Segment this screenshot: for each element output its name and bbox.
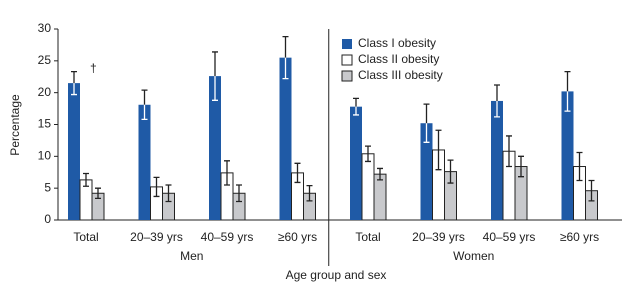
error-bar <box>294 162 301 184</box>
legend-swatch <box>341 54 353 66</box>
error-bar <box>423 103 430 124</box>
legend-label: Class I obesity <box>358 36 436 50</box>
bar <box>361 153 375 221</box>
error-bar <box>224 160 230 186</box>
error-bar-inner <box>282 57 289 80</box>
error-bar <box>282 35 289 58</box>
error-bar <box>576 151 583 182</box>
group-label: Women <box>453 249 494 263</box>
error-bar <box>353 97 359 107</box>
x-tick-label: ≥60 yrs <box>278 230 317 244</box>
error-bar-inner <box>423 123 430 143</box>
x-tick-label: Total <box>73 230 98 244</box>
bar <box>350 106 362 220</box>
error-bar-inner <box>141 104 148 121</box>
error-bar <box>236 184 242 203</box>
bar <box>373 173 387 221</box>
error-bar-inner <box>212 76 218 101</box>
error-bar <box>377 167 383 181</box>
bar <box>279 57 292 221</box>
legend-label: Class III obesity <box>358 68 443 82</box>
error-bar <box>447 159 454 184</box>
bar <box>491 100 503 220</box>
error-bar-inner <box>564 91 571 112</box>
y-tick-label: 25 <box>38 53 52 67</box>
x-tick-label: 40–59 yrs <box>483 230 536 244</box>
error-bar <box>435 129 442 171</box>
error-bar <box>165 184 172 203</box>
error-bar <box>365 145 371 163</box>
bar <box>420 123 433 220</box>
error-bar <box>212 51 218 77</box>
x-tick-label: 20–39 yrs <box>412 230 465 244</box>
error-bar <box>518 155 524 178</box>
annotation: † <box>90 61 97 75</box>
legend-label: Class II obesity <box>358 52 439 66</box>
y-tick-label: 5 <box>44 180 51 194</box>
x-tick-label: 20–39 yrs <box>130 230 183 244</box>
error-bar <box>506 135 512 168</box>
group-label: Men <box>180 249 203 263</box>
error-bar <box>141 89 148 105</box>
error-bar <box>564 71 571 92</box>
y-tick-label: 10 <box>38 149 52 163</box>
error-bar <box>95 187 101 200</box>
error-bar-inner <box>71 83 77 96</box>
x-tick-label: Total <box>355 230 380 244</box>
error-bar <box>588 179 595 202</box>
error-bar <box>153 176 160 198</box>
error-bar <box>306 184 313 202</box>
y-tick-label: 15 <box>38 117 52 131</box>
y-tick-label: 0 <box>44 212 51 226</box>
x-tick-label: 40–59 yrs <box>201 230 254 244</box>
y-tick-label: 20 <box>38 85 52 99</box>
y-tick-label: 30 <box>38 21 52 35</box>
error-bar <box>494 84 500 101</box>
error-bar-inner <box>494 100 500 118</box>
legend-swatch <box>342 39 352 49</box>
bar <box>209 76 221 220</box>
x-axis-label: Age group and sex <box>286 268 387 282</box>
bar <box>138 104 151 220</box>
bar <box>561 91 574 220</box>
error-bar <box>83 172 89 187</box>
y-axis-label: Percentage <box>8 94 22 156</box>
legend-swatch <box>341 70 353 82</box>
error-bar <box>71 71 77 84</box>
bar <box>68 83 80 220</box>
error-bar-inner <box>353 106 359 116</box>
x-tick-label: ≥60 yrs <box>560 230 599 244</box>
